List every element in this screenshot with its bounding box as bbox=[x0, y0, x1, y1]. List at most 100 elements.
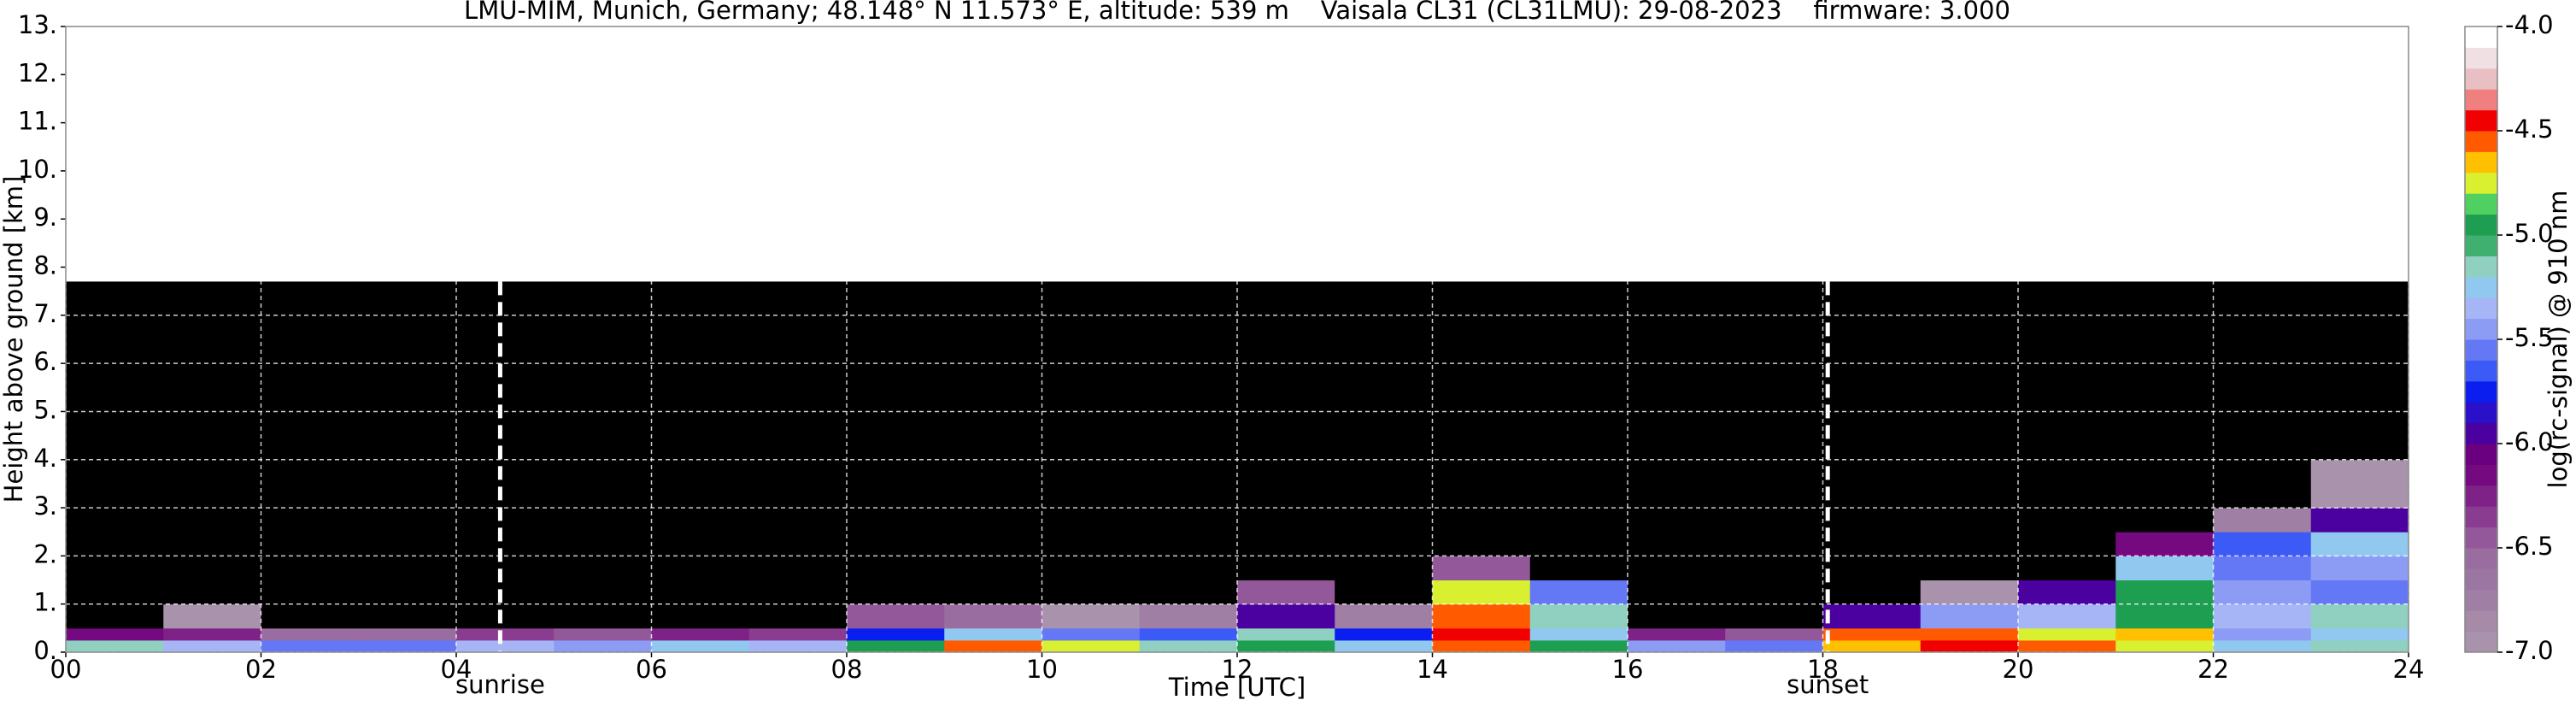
heatmap-cell bbox=[651, 315, 750, 364]
heatmap-cell bbox=[847, 556, 945, 581]
heatmap-cell bbox=[1628, 639, 1726, 653]
heatmap-cell bbox=[1920, 315, 2019, 364]
x-tick-label: 02 bbox=[245, 655, 277, 684]
heatmap-cell bbox=[456, 556, 555, 581]
heatmap-cell bbox=[456, 627, 555, 641]
heatmap-cell bbox=[847, 411, 945, 461]
heatmap-cell bbox=[358, 580, 457, 605]
annotation-label: sunset bbox=[1787, 670, 1869, 699]
heatmap-cell bbox=[66, 627, 164, 641]
heatmap-cell bbox=[2115, 411, 2214, 461]
colorbar-swatch bbox=[2465, 610, 2497, 632]
colorbar-tick-label: -5.0 bbox=[2505, 219, 2554, 248]
colorbar-tick-label: -4.0 bbox=[2505, 10, 2554, 39]
heatmap-cell bbox=[1725, 363, 1823, 412]
heatmap-cell bbox=[1335, 532, 1433, 556]
heatmap-cell bbox=[1335, 459, 1433, 509]
heatmap-cell bbox=[1529, 603, 1628, 629]
heatmap-cell bbox=[1725, 627, 1823, 641]
colorbar-swatch bbox=[2465, 464, 2497, 486]
heatmap-cell bbox=[2310, 459, 2409, 509]
heatmap-cell bbox=[261, 508, 360, 532]
heatmap-cell bbox=[2213, 281, 2312, 316]
heatmap-cell bbox=[1529, 281, 1628, 316]
heatmap-cell bbox=[2115, 580, 2214, 605]
heatmap-cell bbox=[554, 459, 652, 509]
heatmap-cell bbox=[1237, 556, 1335, 581]
heatmap-cell bbox=[1822, 315, 1922, 364]
heatmap-cell bbox=[2310, 508, 2409, 532]
heatmap-cell bbox=[1432, 363, 1531, 412]
heatmap-cell bbox=[944, 508, 1042, 532]
heatmap-cell bbox=[2310, 281, 2409, 316]
heatmap-cell bbox=[2115, 363, 2214, 412]
chart-title: LMU-MIM, Munich, Germany; 48.148° N 11.5… bbox=[464, 0, 2010, 25]
heatmap-cell bbox=[1529, 411, 1628, 461]
heatmap-cell bbox=[1432, 532, 1531, 556]
heatmap-cell bbox=[1920, 459, 2019, 509]
y-tick-label: 7. bbox=[33, 299, 57, 328]
heatmap-cell bbox=[2018, 281, 2116, 316]
heatmap-cell bbox=[1628, 532, 1726, 556]
heatmap-cell bbox=[944, 627, 1042, 641]
heatmap-cell bbox=[2018, 508, 2116, 532]
heatmap-cell bbox=[1335, 411, 1433, 461]
x-tick-label: 22 bbox=[2198, 655, 2229, 684]
x-tick-label: 20 bbox=[2003, 655, 2034, 684]
heatmap-cell bbox=[1529, 639, 1628, 653]
heatmap-cell bbox=[1628, 580, 1726, 605]
heatmap-cell bbox=[1628, 315, 1726, 364]
heatmap-cell bbox=[358, 532, 457, 556]
heatmap-cell bbox=[1822, 508, 1922, 532]
heatmap-cell bbox=[1335, 627, 1433, 641]
heatmap-cell bbox=[651, 627, 750, 641]
heatmap-cell bbox=[456, 508, 555, 532]
x-tick-label: 24 bbox=[2393, 655, 2425, 684]
heatmap-cell bbox=[261, 627, 360, 641]
heatmap-cell bbox=[1628, 556, 1726, 581]
heatmap-cell bbox=[2018, 315, 2116, 364]
heatmap-cell bbox=[261, 603, 360, 629]
heatmap-cell bbox=[261, 639, 360, 653]
colorbar-tick-label: -4.5 bbox=[2505, 115, 2554, 144]
heatmap-cell bbox=[1139, 603, 1238, 629]
heatmap-cell bbox=[1432, 411, 1531, 461]
heatmap-cell bbox=[1822, 627, 1922, 641]
heatmap-cell bbox=[1335, 556, 1433, 581]
heatmap-cell bbox=[1920, 532, 2019, 556]
heatmap-cell bbox=[358, 363, 457, 412]
heatmap-cell bbox=[1725, 411, 1823, 461]
heatmap-cell bbox=[2018, 363, 2116, 412]
colorbar-label: log(rc-signal) @ 910 nm bbox=[2544, 191, 2573, 489]
heatmap-cell bbox=[1529, 508, 1628, 532]
heatmap-cell bbox=[1237, 459, 1335, 509]
heatmap-cell bbox=[1920, 556, 2019, 581]
heatmap-cell bbox=[2018, 580, 2116, 605]
y-tick-label: 10. bbox=[18, 155, 57, 184]
heatmap-cell bbox=[847, 580, 945, 605]
heatmap-cell bbox=[1628, 459, 1726, 509]
colorbar-tick-label: -6.0 bbox=[2505, 427, 2554, 456]
heatmap-cell bbox=[748, 627, 848, 641]
heatmap-cell bbox=[1139, 363, 1238, 412]
heatmap-cell bbox=[1725, 459, 1823, 509]
heatmap-cell bbox=[1042, 639, 1141, 653]
heatmap-cell bbox=[2115, 627, 2214, 641]
heatmap-cell bbox=[1237, 281, 1335, 316]
heatmap-cell bbox=[1920, 281, 2019, 316]
heatmap-cell bbox=[554, 411, 652, 461]
x-tick-label: 00 bbox=[50, 655, 82, 684]
heatmap-cell bbox=[1335, 508, 1433, 532]
heatmap-cell bbox=[1042, 315, 1141, 364]
heatmap-cell bbox=[163, 363, 261, 412]
heatmap-cell bbox=[1529, 459, 1628, 509]
heatmap-cell bbox=[1237, 532, 1335, 556]
heatmap-cell bbox=[1042, 627, 1141, 641]
heatmap-cell bbox=[1042, 508, 1141, 532]
heatmap-cell bbox=[1432, 459, 1531, 509]
heatmap-cell bbox=[2018, 639, 2116, 653]
heatmap-cell bbox=[2018, 603, 2116, 629]
heatmap-cell bbox=[944, 532, 1042, 556]
annotation-label: sunrise bbox=[455, 670, 545, 699]
heatmap-cell bbox=[163, 532, 261, 556]
